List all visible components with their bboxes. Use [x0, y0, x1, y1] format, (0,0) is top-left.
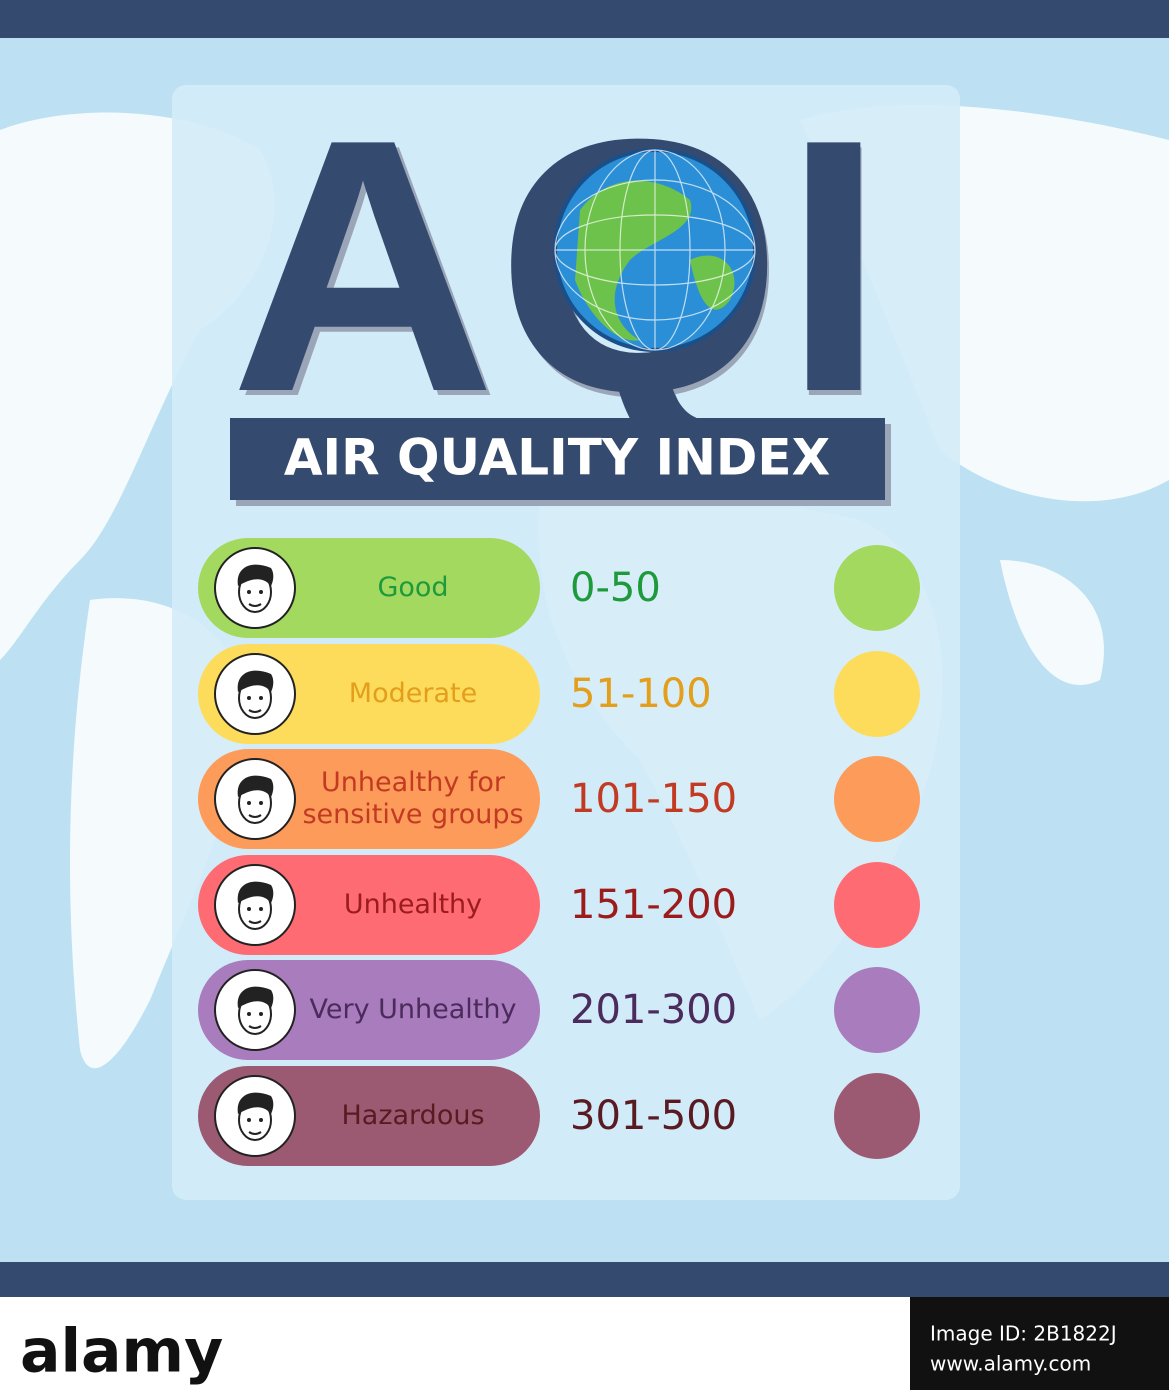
level-range: 51-100: [570, 670, 712, 717]
level-pill: Unhealthy for sensitive groups: [198, 749, 540, 849]
level-label: Hazardous: [341, 1099, 485, 1131]
level-range: 301-500: [570, 1092, 738, 1139]
face-icon: [213, 1074, 297, 1158]
image-id: Image ID: 2B1822J: [930, 1322, 1117, 1346]
level-label: Unhealthy: [343, 888, 483, 920]
level-range: 151-200: [570, 881, 738, 928]
level-dot: [834, 650, 920, 737]
face-icon: [213, 968, 297, 1052]
level-range: 201-300: [570, 987, 738, 1033]
level-range: 101-150: [570, 776, 738, 822]
id-box: [910, 1297, 1169, 1390]
level-label: Very Unhealthy: [309, 994, 517, 1025]
brand: alamy: [20, 1317, 223, 1387]
level-label: Unhealthy for sensitive groups: [302, 767, 524, 830]
globe: [553, 148, 757, 352]
level-range: 0-50: [570, 565, 661, 611]
level-dot: [834, 967, 920, 1053]
level-label: Moderate: [348, 677, 478, 709]
face-icon: [213, 546, 297, 630]
level-pill: Unhealthy: [198, 854, 540, 955]
face-icon: [213, 863, 297, 947]
level-dot: [834, 1072, 920, 1159]
subtitle: AIR QUALITY INDEX: [284, 429, 830, 487]
level-pill: Hazardous: [198, 1065, 540, 1166]
top-bar: [0, 0, 1169, 38]
face-icon: [213, 652, 297, 736]
face-icon: [213, 757, 297, 841]
level-label: Good: [377, 572, 449, 603]
level-pill: Very Unhealthy: [198, 960, 540, 1060]
url: www.alamy.com: [930, 1352, 1091, 1376]
level-dot: [834, 545, 920, 631]
bottom-bar: [0, 1262, 1169, 1297]
level-dot: [834, 756, 920, 842]
level-pill: Moderate: [198, 643, 540, 744]
subtitle-banner: [230, 418, 885, 500]
level-pill: Good: [198, 538, 540, 638]
level-dot: [834, 861, 920, 948]
